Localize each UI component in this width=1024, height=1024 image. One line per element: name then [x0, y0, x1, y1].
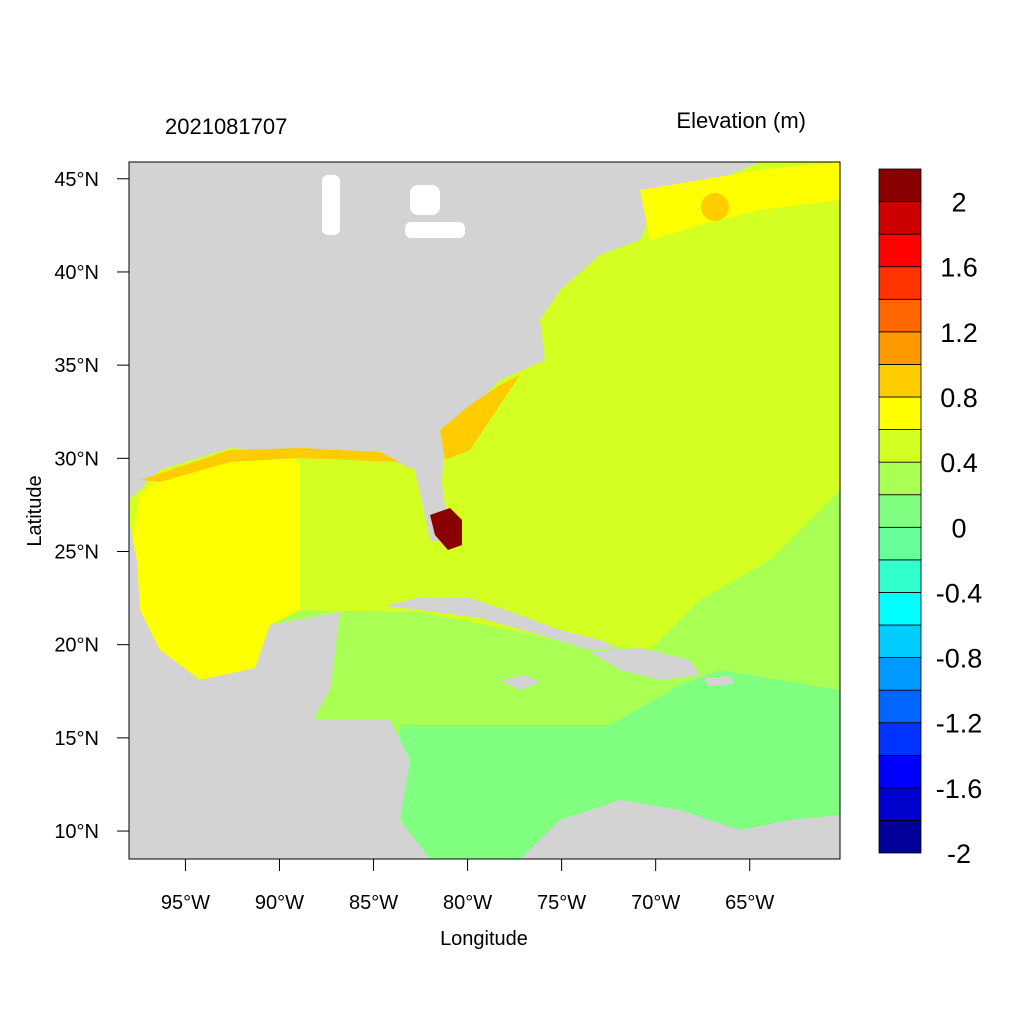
- x-axis-ticks: 95°W 90°W 85°W 80°W 75°W 70°W 65°W: [161, 859, 774, 914]
- variable-title: Elevation (m): [676, 108, 806, 133]
- colorbar-label: 1.2: [940, 318, 978, 348]
- map-frame: [128, 161, 841, 860]
- colorbar-label: 0.8: [940, 383, 978, 413]
- colorbar-label: -2: [947, 839, 971, 869]
- eastern-gulf: [300, 463, 430, 612]
- y-tick-label: 15°N: [54, 728, 99, 750]
- colorbar-swatch: [878, 526, 922, 561]
- southern-caribbean-region: [395, 670, 840, 859]
- yucatan-land: [270, 612, 340, 720]
- y-tick-label: 20°N: [54, 635, 99, 657]
- y-tick-label: 45°N: [54, 169, 99, 191]
- x-tick-label: 80°W: [443, 892, 492, 914]
- x-axis-label: Longitude: [440, 928, 528, 950]
- y-tick-label: 10°N: [54, 821, 99, 843]
- colorbar-label: 1.6: [940, 253, 978, 283]
- great-lake: [410, 185, 440, 215]
- great-lake: [322, 175, 340, 235]
- colorbar-swatch: [878, 298, 922, 333]
- colorbar-swatch: [878, 201, 922, 235]
- northeast-coastal-water: [640, 162, 840, 240]
- colorbar-label: -0.4: [936, 578, 983, 608]
- cuba-land: [385, 597, 620, 650]
- gulf-coast-surge: [140, 448, 415, 482]
- south-florida-surge: [430, 508, 462, 550]
- jamaica-land: [500, 675, 540, 690]
- x-tick-label: 85°W: [349, 892, 398, 914]
- colorbar-label: -1.6: [936, 774, 983, 804]
- southeast-coast-high-water: [440, 375, 520, 460]
- x-tick-label: 75°W: [537, 892, 586, 914]
- x-tick-label: 65°W: [725, 892, 774, 914]
- puerto-rico-land: [705, 676, 735, 686]
- great-lake: [405, 222, 465, 238]
- y-tick-label: 35°N: [54, 355, 99, 377]
- y-axis-ticks: 45°N 40°N 35°N 30°N 25°N 20°N 15°N 10°N: [54, 169, 129, 843]
- colorbar-label: 2: [951, 188, 966, 218]
- colorbar-swatch: [878, 657, 922, 691]
- colorbar-swatch: [878, 787, 922, 821]
- colorbar-swatch: [878, 168, 922, 202]
- date-title: 2021081707: [165, 114, 287, 139]
- x-tick-label: 95°W: [161, 892, 210, 914]
- colorbar-swatch: [878, 396, 922, 430]
- colorbar-labels: 2 1.6 1.2 0.8 0.4 0 -0.4 -0.8 -1.2 -1.6 -2: [936, 188, 983, 869]
- colorbar-label: -1.2: [936, 709, 983, 739]
- gulf-of-maine-high: [701, 193, 729, 221]
- y-tick-label: 30°N: [54, 448, 99, 470]
- colorbar-swatch: [878, 722, 922, 756]
- map-area: [129, 162, 840, 859]
- colorbar-swatch: [878, 233, 922, 268]
- colorbar-swatch: [878, 461, 922, 496]
- y-tick-label: 25°N: [54, 542, 99, 564]
- y-axis-label: Latitude: [24, 475, 46, 546]
- colorbar-swatch: [878, 331, 922, 365]
- gulf-of-mexico: [132, 455, 300, 680]
- colorbar-swatch: [878, 559, 922, 593]
- colorbar-label: -0.8: [936, 644, 983, 674]
- colorbar-swatch: [878, 754, 922, 789]
- colorbar-swatch: [878, 429, 922, 463]
- colorbar-label: 0.4: [940, 448, 978, 478]
- colorbar-swatch: [878, 494, 922, 528]
- colorbar-swatch: [878, 624, 922, 658]
- colorbar: [878, 168, 922, 854]
- x-tick-label: 90°W: [255, 892, 304, 914]
- y-tick-label: 40°N: [54, 262, 99, 284]
- colorbar-swatch: [878, 266, 922, 300]
- colorbar-swatch: [878, 689, 922, 724]
- colorbar-swatch: [878, 820, 922, 854]
- colorbar-label: 0: [951, 513, 966, 543]
- south-america-land: [520, 800, 840, 859]
- hispaniola-land: [590, 648, 700, 680]
- colorbar-swatch: [878, 364, 922, 398]
- mexico-central-america-land: [129, 520, 430, 859]
- colorbar-swatch: [878, 592, 922, 626]
- x-tick-label: 70°W: [631, 892, 680, 914]
